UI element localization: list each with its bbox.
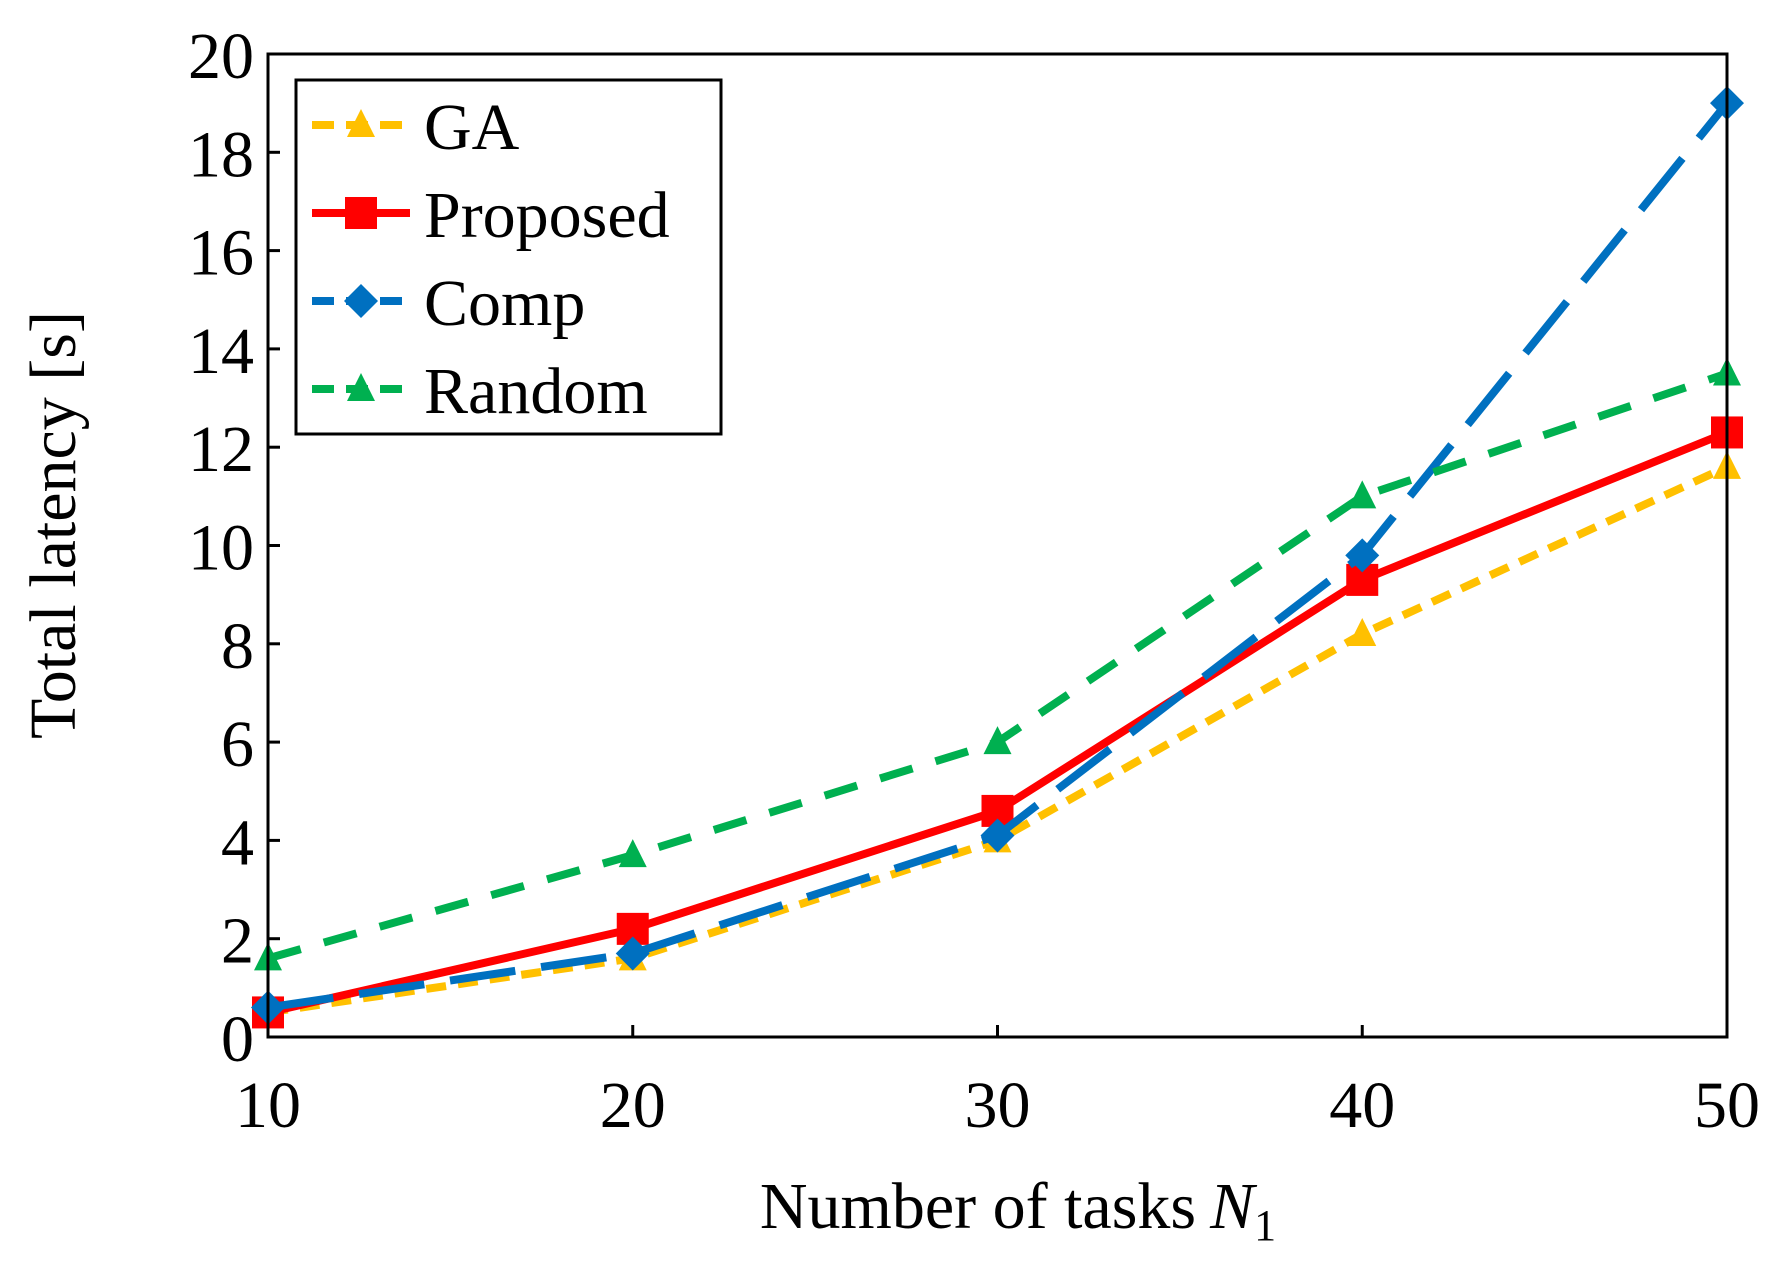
legend-box — [294, 78, 723, 436]
y-axis-title: Total latency [s] — [17, 311, 90, 739]
legend: GA Proposed Comp Random — [294, 78, 723, 436]
legend-swatch-marker — [347, 109, 375, 137]
x-axis-title-subscript: 1 — [1254, 1201, 1276, 1250]
x-tick-label: 30 — [965, 1069, 1031, 1142]
legend-label: Random — [424, 355, 648, 428]
y-tick-label: 10 — [188, 512, 254, 585]
x-axis-title: Number of tasks N1 — [760, 1170, 1276, 1250]
series-line-random — [266, 369, 1729, 963]
legend-label: GA — [424, 91, 520, 164]
legend-item-ga: GA — [312, 91, 520, 164]
y-tick-label: 8 — [221, 610, 254, 683]
plot-area: 10 20 30 40 50 0 2 4 6 8 10 12 14 16 18 20 — [188, 20, 1760, 1142]
x-tick-label: 50 — [1694, 1069, 1760, 1142]
series-comp — [251, 86, 1744, 1025]
legend-swatch-marker — [344, 284, 378, 318]
series-random — [254, 357, 1741, 971]
legend-swatch-marker — [345, 197, 377, 229]
series-proposed — [252, 416, 1743, 1029]
legend-swatch-marker — [347, 373, 375, 401]
y-tick-label: 4 — [221, 806, 254, 879]
y-tick-label: 18 — [188, 118, 254, 191]
x-tick-label: 10 — [235, 1069, 301, 1142]
legend-item-random: Random — [312, 355, 648, 428]
y-tick-label: 0 — [221, 1003, 254, 1076]
x-tick-label: 40 — [1329, 1069, 1395, 1142]
y-tick-label: 20 — [188, 20, 254, 93]
legend-label: Comp — [424, 267, 585, 340]
y-tick-label: 2 — [221, 905, 254, 978]
data-point-random — [618, 839, 647, 868]
data-point-comp — [615, 936, 650, 971]
legend-label: Proposed — [424, 179, 670, 252]
x-axis-title-symbol: N — [1209, 1170, 1258, 1243]
y-tick-label: 14 — [188, 315, 254, 388]
y-tick-label: 16 — [188, 217, 254, 290]
legend-item-proposed: Proposed — [312, 179, 670, 252]
y-tick-label: 6 — [221, 708, 254, 781]
data-point-comp — [980, 818, 1015, 853]
x-tick-label: 20 — [600, 1069, 666, 1142]
data-point-ga — [1348, 617, 1377, 646]
y-tick-label: 12 — [188, 413, 254, 486]
data-point-comp — [1345, 538, 1380, 573]
data-point-random — [983, 726, 1012, 755]
data-point-random — [1348, 480, 1377, 509]
legend-item-comp: Comp — [312, 267, 585, 340]
x-axis-title-text: Number of tasks — [760, 1170, 1196, 1243]
series-line-proposed — [267, 428, 1729, 1017]
